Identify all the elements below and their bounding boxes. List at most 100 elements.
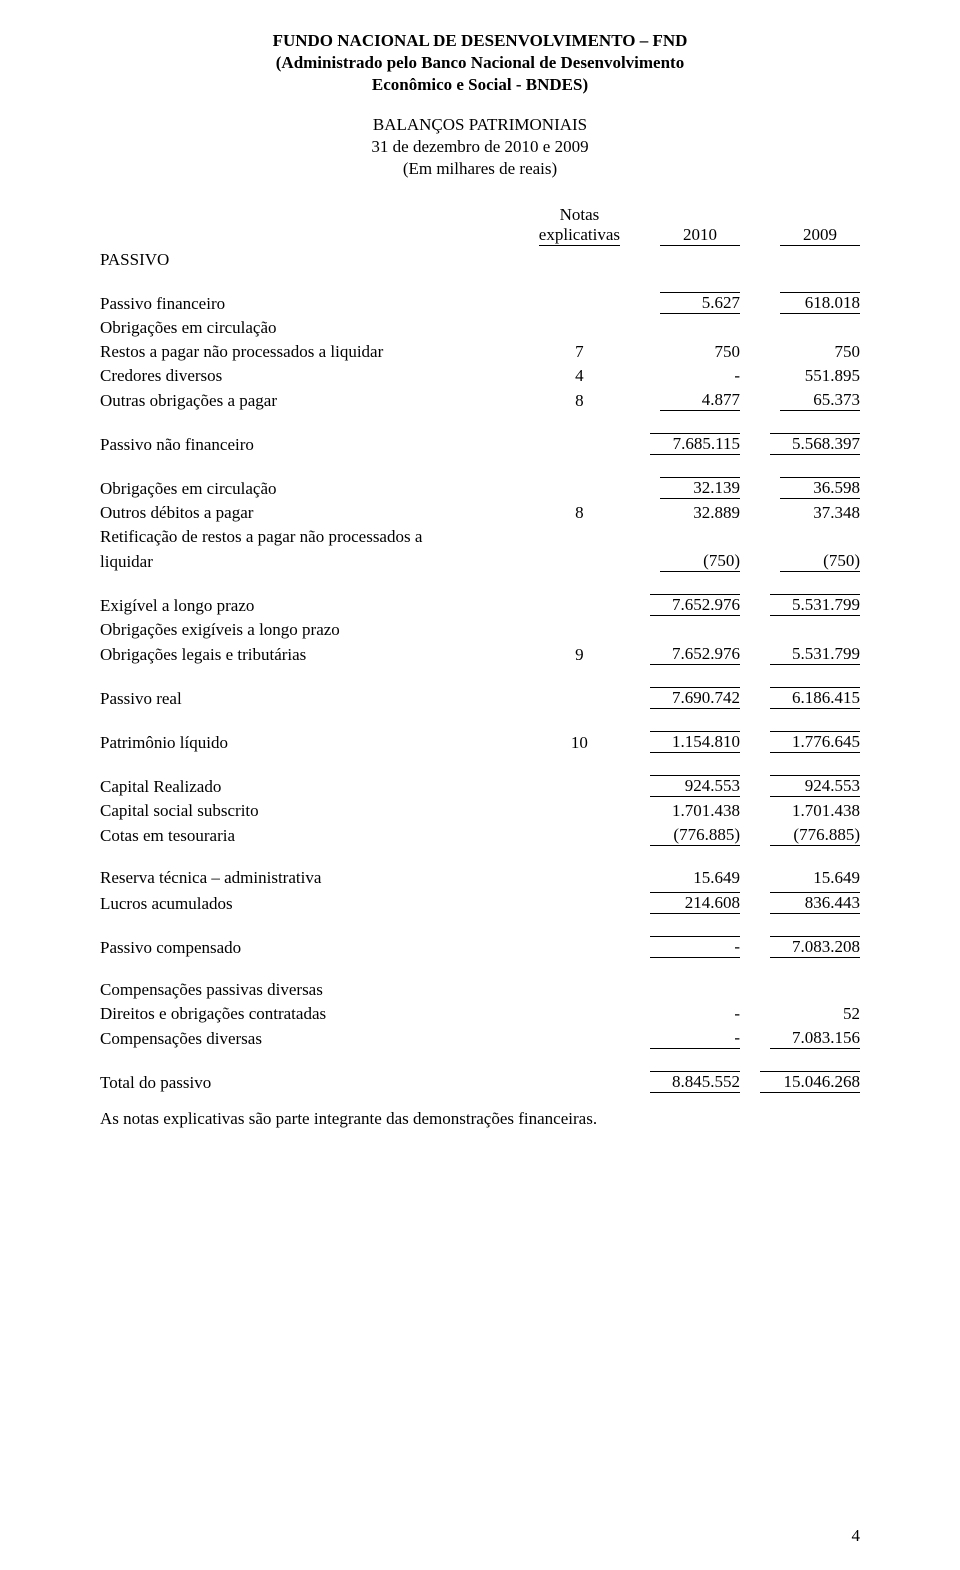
row-pnf: Passivo não financeiro 7.685.115 5.568.3… [100,431,860,457]
label-olt: Obrigações legais e tributárias [100,642,539,667]
row-la: Lucros acumulados 214.608 836.443 [100,890,860,916]
val-pnf-2010: 7.685.115 [650,433,740,455]
val-elp-2009: 5.531.799 [770,594,860,616]
val-css-2009: 1.701.438 [740,799,860,823]
val-cd-2010: - [650,1028,740,1049]
row-cd: Compensações diversas - 7.083.156 [100,1026,860,1051]
val-rta-2010: 15.649 [620,866,740,890]
val-pl-2009: 1.776.645 [770,731,860,753]
val-odp-2010: 32.889 [620,501,740,525]
col-year-2010: 2010 [660,225,740,246]
note-odp: 8 [539,501,620,525]
val-preal-2009: 6.186.415 [770,687,860,709]
row-oc1: Obrigações em circulação [100,316,860,340]
page: FUNDO NACIONAL DE DESENVOLVIMENTO – FND … [0,0,960,1570]
val-restos-2010: 750 [620,340,740,364]
val-ct-2009: (776.885) [770,825,860,846]
val-olt-2009: 5.531.799 [770,644,860,665]
label-cpd: Compensações passivas diversas [100,978,539,1002]
page-number: 4 [852,1526,861,1546]
row-credores: Credores diversos 4 - 551.895 [100,364,860,388]
row-oc2: Obrigações em circulação 32.139 36.598 [100,475,860,501]
row-elp: Exigível a longo prazo 7.652.976 5.531.7… [100,592,860,618]
val-cr-2009: 924.553 [770,775,860,797]
row-passivo-financeiro: Passivo financeiro 5.627 618.018 [100,290,860,316]
label-oc2: Obrigações em circulação [100,475,539,501]
label-preal: Passivo real [100,685,539,711]
val-retif-2010: (750) [660,551,740,572]
label-pf: Passivo financeiro [100,290,539,316]
label-total: Total do passivo [100,1069,539,1095]
row-cr: Capital Realizado 924.553 924.553 [100,773,860,799]
subtitle-line-1: BALANÇOS PATRIMONIAIS [100,114,860,136]
row-restos: Restos a pagar não processados a liquida… [100,340,860,364]
row-cpd: Compensações passivas diversas [100,978,860,1002]
val-pc-2010: - [650,936,740,958]
val-outrasobr-2009: 65.373 [780,390,860,411]
val-oc2-2010: 32.139 [660,477,740,499]
row-doc: Direitos e obrigações contratadas - 52 [100,1002,860,1026]
label-odp: Outros débitos a pagar [100,501,539,525]
footer-note: As notas explicativas são parte integran… [100,1109,860,1129]
val-preal-2010: 7.690.742 [650,687,740,709]
note-outrasobr: 8 [539,388,620,413]
subtitle-block: BALANÇOS PATRIMONIAIS 31 de dezembro de … [100,114,860,180]
val-pc-2009: 7.083.208 [770,936,860,958]
val-odp-2009: 37.348 [740,501,860,525]
col-year-2009: 2009 [780,225,860,246]
label-pc: Passivo compensado [100,934,539,960]
label-ct: Cotas em tesouraria [100,823,539,848]
val-pnf-2009: 5.568.397 [770,433,860,455]
note-olt: 9 [539,642,620,667]
val-pf-2009: 618.018 [780,292,860,314]
header-line-3: Econômico e Social - BNDES) [100,74,860,96]
val-pl-2010: 1.154.810 [650,731,740,753]
val-la-2009: 836.443 [770,892,860,914]
note-pl: 10 [539,729,620,755]
val-restos-2009: 750 [740,340,860,364]
label-pnf: Passivo não financeiro [100,431,539,457]
val-credores-2010: - [620,364,740,388]
label-outrasobr: Outras obrigações a pagar [100,388,539,413]
label-passivo: PASSIVO [100,248,539,272]
label-restos: Restos a pagar não processados a liquida… [100,340,539,364]
label-rta: Reserva técnica – administrativa [100,866,539,890]
label-css: Capital social subscrito [100,799,539,823]
val-total-2009: 15.046.268 [760,1071,860,1093]
col-notes-line1: Notas [539,205,620,225]
header-block: FUNDO NACIONAL DE DESENVOLVIMENTO – FND … [100,30,860,96]
row-passivo: PASSIVO [100,248,860,272]
label-cd: Compensações diversas [100,1026,539,1051]
label-doc: Direitos e obrigações contratadas [100,1002,539,1026]
row-css: Capital social subscrito 1.701.438 1.701… [100,799,860,823]
val-doc-2010: - [620,1002,740,1026]
label-pl: Patrimônio líquido [100,729,539,755]
val-total-2010: 8.845.552 [650,1071,740,1093]
row-retif1: Retificação de restos a pagar não proces… [100,525,860,549]
val-cd-2009: 7.083.156 [770,1028,860,1049]
row-oelp: Obrigações exigíveis a longo prazo [100,618,860,642]
label-oc1: Obrigações em circulação [100,316,539,340]
balance-table: Notas explicativas 2010 2009 PASSIVO Pas… [100,203,860,1095]
val-olt-2010: 7.652.976 [650,644,740,665]
val-rta-2009: 15.649 [740,866,860,890]
val-credores-2009: 551.895 [740,364,860,388]
row-odp: Outros débitos a pagar 8 32.889 37.348 [100,501,860,525]
val-retif-2009: (750) [780,551,860,572]
row-outrasobr: Outras obrigações a pagar 8 4.877 65.373 [100,388,860,413]
row-pl: Patrimônio líquido 10 1.154.810 1.776.64… [100,729,860,755]
val-outrasobr-2010: 4.877 [660,390,740,411]
row-olt: Obrigações legais e tributárias 9 7.652.… [100,642,860,667]
label-retif2: liquidar [100,549,539,574]
label-la: Lucros acumulados [100,890,539,916]
val-cr-2010: 924.553 [650,775,740,797]
subtitle-line-3: (Em milhares de reais) [100,158,860,180]
note-credores: 4 [539,364,620,388]
val-doc-2009: 52 [740,1002,860,1026]
label-oelp: Obrigações exigíveis a longo prazo [100,618,539,642]
label-cr: Capital Realizado [100,773,539,799]
val-oc2-2009: 36.598 [780,477,860,499]
table-header-row: Notas explicativas 2010 2009 [100,203,860,248]
val-pf-2010: 5.627 [660,292,740,314]
val-elp-2010: 7.652.976 [650,594,740,616]
